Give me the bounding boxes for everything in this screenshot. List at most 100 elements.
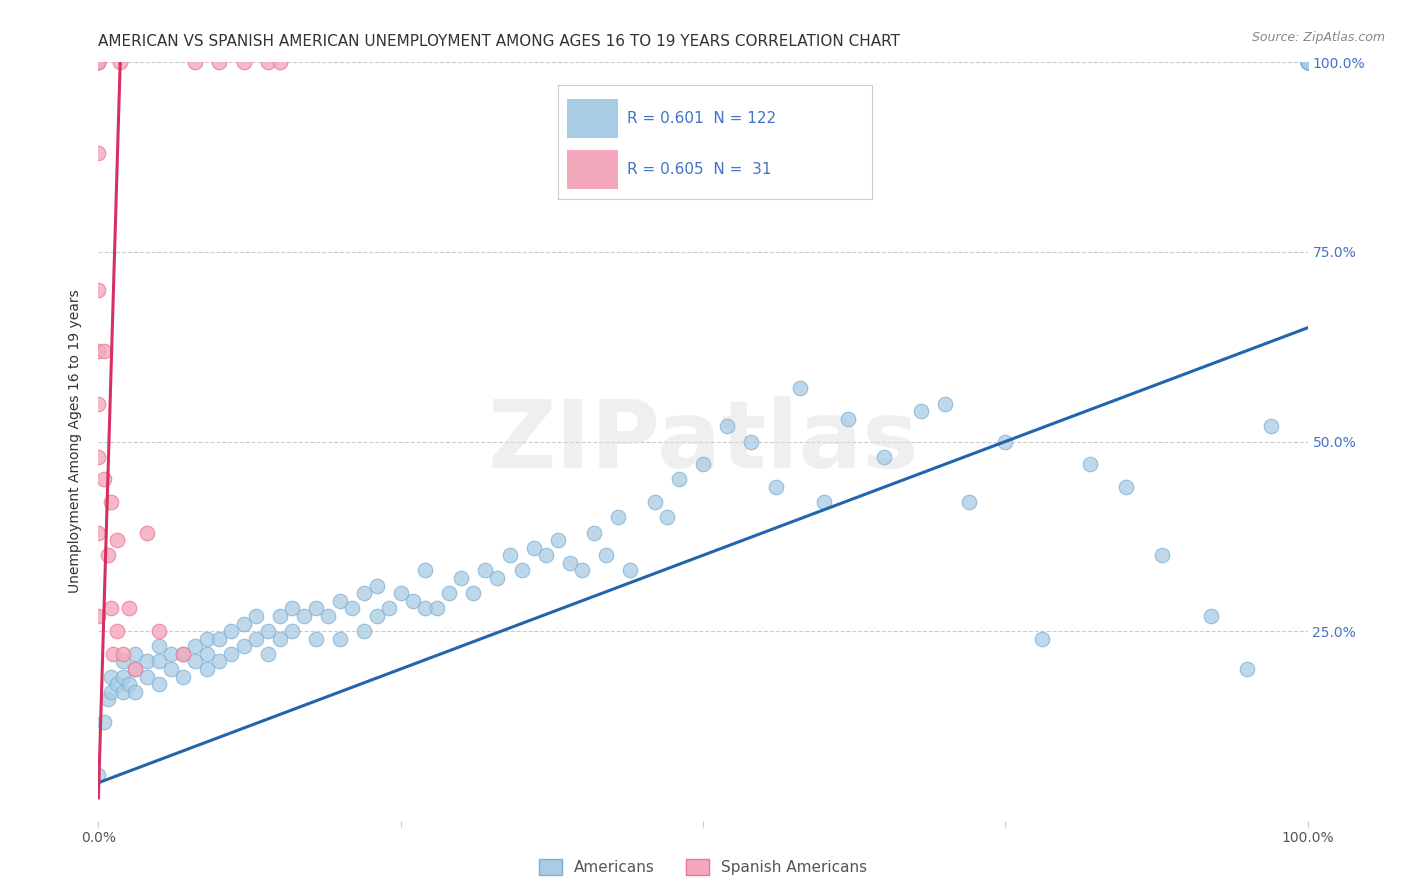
Point [607,510,630,524]
Point [1296,55,1319,70]
Point [1296,55,1319,70]
Point [353,624,375,639]
Point [583,525,606,540]
Point [366,579,388,593]
Point [148,639,170,653]
Point [208,632,231,646]
Point [148,624,170,639]
Point [87,283,110,297]
Text: ZIPatlas: ZIPatlas [488,395,918,488]
Point [105,624,128,639]
Point [463,586,485,600]
Point [208,655,231,669]
Point [1031,632,1053,646]
Text: Source: ZipAtlas.com: Source: ZipAtlas.com [1251,31,1385,45]
Point [232,55,254,70]
Point [172,647,194,661]
Point [655,510,678,524]
Point [1296,55,1319,70]
Point [87,55,110,70]
Point [1296,55,1319,70]
Point [1296,55,1319,70]
Point [1296,55,1319,70]
Point [366,608,388,623]
Point [1296,55,1319,70]
Point [523,541,546,555]
Point [87,608,110,623]
Point [1296,55,1319,70]
Point [450,571,472,585]
Point [184,655,207,669]
Point [437,586,460,600]
Point [1296,55,1319,70]
Point [100,495,122,509]
Point [1296,55,1319,70]
Point [1115,480,1137,494]
Point [305,632,328,646]
Point [1296,55,1319,70]
Point [1260,419,1282,434]
Point [716,419,738,434]
Point [1296,55,1319,70]
Point [1296,55,1319,70]
Point [1078,458,1101,472]
Point [184,639,207,653]
Point [124,647,146,661]
Point [668,473,690,487]
Point [97,548,120,563]
Point [329,632,352,646]
Point [245,632,267,646]
Point [413,564,436,578]
Point [1296,55,1319,70]
Point [1152,548,1174,563]
Point [232,639,254,653]
Point [172,669,194,683]
Point [124,685,146,699]
Text: AMERICAN VS SPANISH AMERICAN UNEMPLOYMENT AMONG AGES 16 TO 19 YEARS CORRELATION : AMERICAN VS SPANISH AMERICAN UNEMPLOYMEN… [98,34,900,49]
Point [269,608,291,623]
Point [160,647,183,661]
Point [498,548,520,563]
Point [316,608,339,623]
Point [377,601,399,615]
Point [1296,55,1319,70]
Point [93,343,115,358]
Point [93,715,115,730]
Point [813,495,835,509]
Point [111,647,134,661]
Point [87,55,110,70]
Point [1296,55,1319,70]
Point [256,55,278,70]
Point [910,404,932,418]
Point [1296,55,1319,70]
Point [87,146,110,161]
Point [160,662,183,676]
Point [87,396,110,410]
Point [148,677,170,691]
Point [100,601,122,615]
Point [957,495,980,509]
Point [510,564,533,578]
Point [105,677,128,691]
Point [100,685,122,699]
Point [93,473,115,487]
Point [195,647,218,661]
Point [195,662,218,676]
Point [97,692,120,706]
Point [1296,55,1319,70]
Point [1199,608,1222,623]
Point [118,601,141,615]
Point [402,594,425,608]
Point [740,434,762,449]
Point [100,669,122,683]
Point [111,655,134,669]
Point [342,601,364,615]
Point [1296,55,1319,70]
Point [221,647,243,661]
Point [105,533,128,548]
Point [87,343,110,358]
Point [256,624,278,639]
Point [135,669,157,683]
Point [413,601,436,615]
Point [245,608,267,623]
